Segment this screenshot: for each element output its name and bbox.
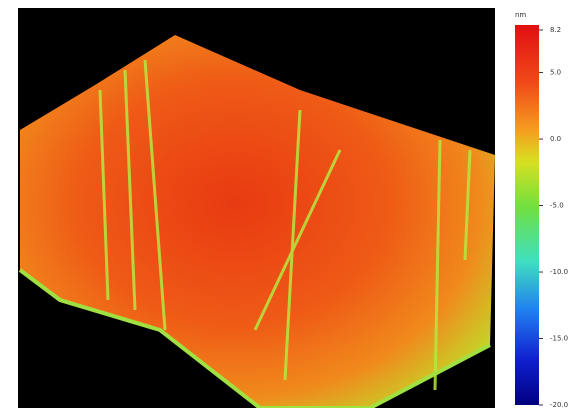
colorbar-tick-label: 5.0 xyxy=(550,69,561,77)
colorbar-tick-label: -15.0 xyxy=(550,335,568,343)
colorbar-tick-label: 8.2 xyxy=(550,26,561,34)
colorbar-tick-label: -5.0 xyxy=(550,202,564,210)
colorbar-unit: nm xyxy=(515,11,526,19)
colorbar-tick-label: -10.0 xyxy=(550,268,568,276)
colorbar-tick-label: 0.0 xyxy=(550,135,561,143)
colorbar-tick-label: -20.0 xyxy=(550,401,568,408)
page: {"colorbar": {"unit": "nm", "range": [-2… xyxy=(0,0,568,408)
colorbar xyxy=(515,25,539,405)
figure: nm 8.2 5.0 0.0 -5.0 -10.0 -15.0 -20.0 xyxy=(0,0,568,408)
